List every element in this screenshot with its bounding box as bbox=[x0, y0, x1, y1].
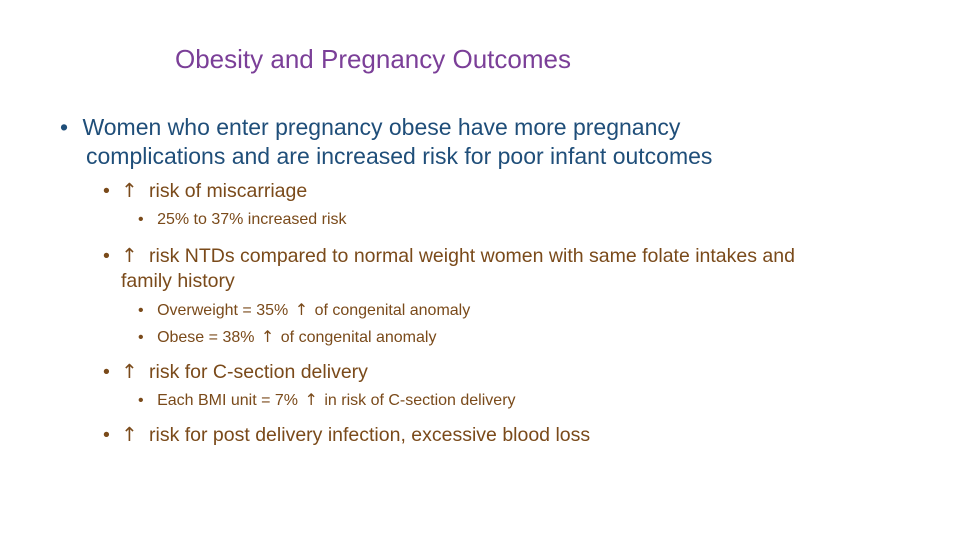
bullet-icon: • bbox=[60, 114, 69, 140]
item-post-delivery: • ↑ risk for post delivery infection, ex… bbox=[103, 423, 590, 447]
bullet-icon: • bbox=[103, 245, 110, 267]
sub-text-before: Obese = 38% bbox=[157, 329, 255, 346]
sub-text-after: in risk of C-section delivery bbox=[324, 392, 516, 409]
item-csection: • ↑ risk for C-section delivery bbox=[103, 360, 368, 384]
sub-overweight: • Overweight = 35% ↑ of congenital anoma… bbox=[138, 300, 470, 320]
bullet-icon: • bbox=[103, 424, 110, 446]
bullet-icon: • bbox=[138, 329, 144, 346]
up-arrow-icon: ↑ bbox=[260, 327, 275, 346]
sub-obese: • Obese = 38% ↑ of congenital anomaly bbox=[138, 327, 436, 347]
item-text: risk of miscarriage bbox=[149, 180, 308, 202]
item-text-line1: risk NTDs compared to normal weight wome… bbox=[149, 245, 795, 267]
bullet-icon: • bbox=[138, 211, 144, 228]
item-ntd-risk: • ↑ risk NTDs compared to normal weight … bbox=[103, 244, 795, 268]
item-text: risk for post delivery infection, excess… bbox=[149, 424, 591, 446]
item-miscarriage: • ↑ risk of miscarriage bbox=[103, 179, 307, 203]
up-arrow-icon: ↑ bbox=[121, 423, 138, 446]
sub-text: 25% to 37% increased risk bbox=[157, 211, 347, 228]
bullet-icon: • bbox=[103, 180, 110, 202]
sub-text-before: Each BMI unit = 7% bbox=[157, 392, 299, 409]
level1-bullet-line1: • Women who enter pregnancy obese have m… bbox=[60, 114, 680, 141]
item-text-line2: family history bbox=[121, 270, 235, 292]
sub-bmi-unit: • Each BMI unit = 7% ↑ in risk of C-sect… bbox=[138, 390, 516, 410]
slide-title: Obesity and Pregnancy Outcomes bbox=[175, 44, 571, 74]
level1-text-line1: Women who enter pregnancy obese have mor… bbox=[82, 114, 681, 140]
bullet-icon: • bbox=[138, 392, 144, 409]
sub-text-after: of congenital anomaly bbox=[314, 302, 471, 319]
item-text: risk for C-section delivery bbox=[149, 361, 368, 383]
bullet-icon: • bbox=[138, 302, 144, 319]
sub-text-after: of congenital anomaly bbox=[280, 329, 437, 346]
sub-miscarriage-increase: • 25% to 37% increased risk bbox=[138, 211, 347, 229]
level1-text-line2: complications and are increased risk for… bbox=[86, 143, 713, 169]
up-arrow-icon: ↑ bbox=[121, 179, 138, 202]
up-arrow-icon: ↑ bbox=[121, 244, 138, 267]
up-arrow-icon: ↑ bbox=[121, 360, 138, 383]
sub-text-before: Overweight = 35% bbox=[157, 302, 289, 319]
up-arrow-icon: ↑ bbox=[294, 300, 309, 319]
up-arrow-icon: ↑ bbox=[304, 390, 318, 409]
bullet-icon: • bbox=[103, 361, 110, 383]
